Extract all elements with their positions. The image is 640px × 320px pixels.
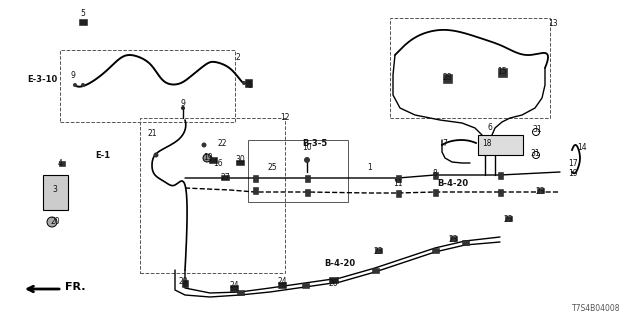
Bar	[328, 277, 337, 283]
Text: 25: 25	[267, 163, 277, 172]
Text: 16: 16	[213, 158, 223, 167]
Text: 13: 13	[548, 19, 558, 28]
Bar	[396, 189, 401, 196]
Circle shape	[202, 142, 207, 148]
Bar	[253, 174, 257, 181]
Text: 20: 20	[50, 218, 60, 227]
Bar	[140, 118, 285, 273]
Text: 31: 31	[530, 148, 540, 157]
Text: 4: 4	[58, 158, 63, 167]
Text: 23: 23	[503, 215, 513, 225]
Bar	[209, 157, 217, 163]
Bar	[433, 172, 438, 179]
Bar	[396, 174, 401, 181]
Bar	[497, 188, 502, 196]
Bar	[182, 279, 188, 286]
Text: 19: 19	[568, 169, 578, 178]
Circle shape	[73, 83, 77, 87]
Text: 6: 6	[488, 124, 492, 132]
Bar	[461, 239, 468, 244]
Text: 26: 26	[328, 279, 338, 289]
Text: 9: 9	[180, 99, 186, 108]
Circle shape	[154, 153, 159, 157]
Text: B-4-20: B-4-20	[437, 179, 468, 188]
Bar	[244, 79, 252, 87]
Bar	[301, 283, 308, 287]
Text: 24: 24	[277, 277, 287, 286]
Bar	[431, 247, 438, 252]
Text: 27: 27	[220, 172, 230, 181]
Text: B-3-5: B-3-5	[302, 139, 328, 148]
Text: 5: 5	[81, 10, 85, 19]
Circle shape	[532, 151, 540, 158]
Circle shape	[242, 81, 246, 85]
Text: 17: 17	[568, 158, 578, 167]
Bar	[278, 282, 286, 288]
Bar	[390, 18, 550, 118]
Text: 9: 9	[70, 70, 76, 79]
Text: 12: 12	[280, 114, 290, 123]
Text: T7S4B04008: T7S4B04008	[572, 304, 620, 313]
Circle shape	[181, 106, 185, 110]
Text: 7: 7	[443, 139, 447, 148]
Circle shape	[203, 154, 211, 162]
Bar	[497, 172, 502, 179]
Bar	[433, 188, 438, 196]
Text: 23: 23	[535, 188, 545, 196]
Circle shape	[304, 157, 310, 163]
Text: 30: 30	[235, 156, 245, 164]
Text: 29: 29	[178, 277, 188, 286]
Text: 22: 22	[217, 139, 227, 148]
Bar	[43, 175, 68, 210]
Text: 2: 2	[236, 52, 241, 61]
Text: 1: 1	[367, 164, 372, 172]
Bar	[504, 215, 511, 220]
Bar	[305, 174, 310, 181]
Text: 5: 5	[248, 81, 252, 90]
Text: 3: 3	[52, 186, 58, 195]
Circle shape	[81, 83, 85, 87]
Bar	[237, 290, 243, 294]
Text: E-1: E-1	[95, 151, 111, 161]
Bar	[449, 236, 456, 241]
Text: 14: 14	[577, 143, 587, 153]
Bar	[60, 50, 235, 122]
Bar	[497, 68, 506, 76]
Text: 8: 8	[433, 169, 437, 178]
Text: 31: 31	[532, 125, 542, 134]
Text: 15: 15	[497, 68, 507, 76]
Bar	[221, 174, 229, 180]
Bar	[230, 285, 238, 291]
Text: 28: 28	[442, 74, 452, 83]
Text: 19: 19	[203, 154, 213, 163]
Bar	[442, 74, 451, 83]
Text: 23: 23	[373, 247, 383, 257]
Bar	[305, 188, 310, 196]
Bar	[236, 159, 244, 164]
Text: B-4-20: B-4-20	[324, 259, 356, 268]
Circle shape	[395, 177, 401, 183]
Text: 24: 24	[229, 281, 239, 290]
Text: 18: 18	[483, 139, 492, 148]
Bar	[79, 19, 87, 25]
Circle shape	[532, 129, 540, 135]
Circle shape	[47, 217, 57, 227]
Text: FR.: FR.	[65, 282, 86, 292]
Bar	[248, 140, 348, 202]
Bar	[478, 135, 523, 155]
Bar	[371, 268, 378, 273]
Text: E-3-10: E-3-10	[27, 76, 57, 84]
Bar	[59, 161, 65, 165]
Text: 10: 10	[302, 143, 312, 153]
Bar	[253, 187, 257, 194]
Text: 11: 11	[393, 179, 403, 188]
Bar	[536, 188, 543, 193]
Bar	[374, 247, 381, 252]
Text: 23: 23	[448, 236, 458, 244]
Text: 21: 21	[147, 129, 157, 138]
